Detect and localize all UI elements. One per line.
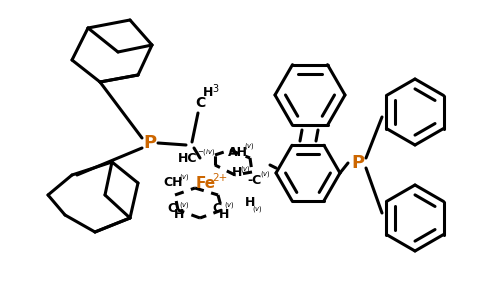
Text: H: H: [174, 208, 184, 221]
Text: $^{(v)}$: $^{(v)}$: [260, 172, 271, 182]
Text: H: H: [232, 167, 242, 179]
Text: C: C: [167, 202, 176, 214]
Text: C: C: [212, 202, 221, 214]
Text: $^{(v)}$: $^{(v)}$: [224, 203, 235, 213]
Text: $^{-(iv)}$: $^{-(iv)}$: [197, 150, 215, 160]
Text: C: C: [195, 96, 205, 110]
Text: $_{(v)}$: $_{(v)}$: [240, 164, 251, 175]
Text: -C: -C: [247, 173, 261, 187]
Text: $^{(v)}$: $^{(v)}$: [244, 144, 255, 154]
Text: HC: HC: [178, 152, 197, 164]
Text: P: P: [143, 134, 156, 152]
Text: CH: CH: [163, 176, 182, 190]
Text: 3: 3: [212, 84, 218, 94]
Text: 2+: 2+: [212, 173, 227, 183]
Text: P: P: [351, 154, 364, 172]
Text: Fe: Fe: [196, 176, 216, 190]
Text: H: H: [203, 86, 213, 100]
Text: $^{(v)}$: $^{(v)}$: [179, 203, 190, 213]
Text: AH: AH: [228, 146, 248, 158]
Text: $_{(v)}$: $_{(v)}$: [252, 204, 263, 216]
Text: H: H: [245, 196, 256, 209]
Text: $^{(v)}$: $^{(v)}$: [179, 175, 190, 185]
Text: H: H: [219, 208, 229, 221]
